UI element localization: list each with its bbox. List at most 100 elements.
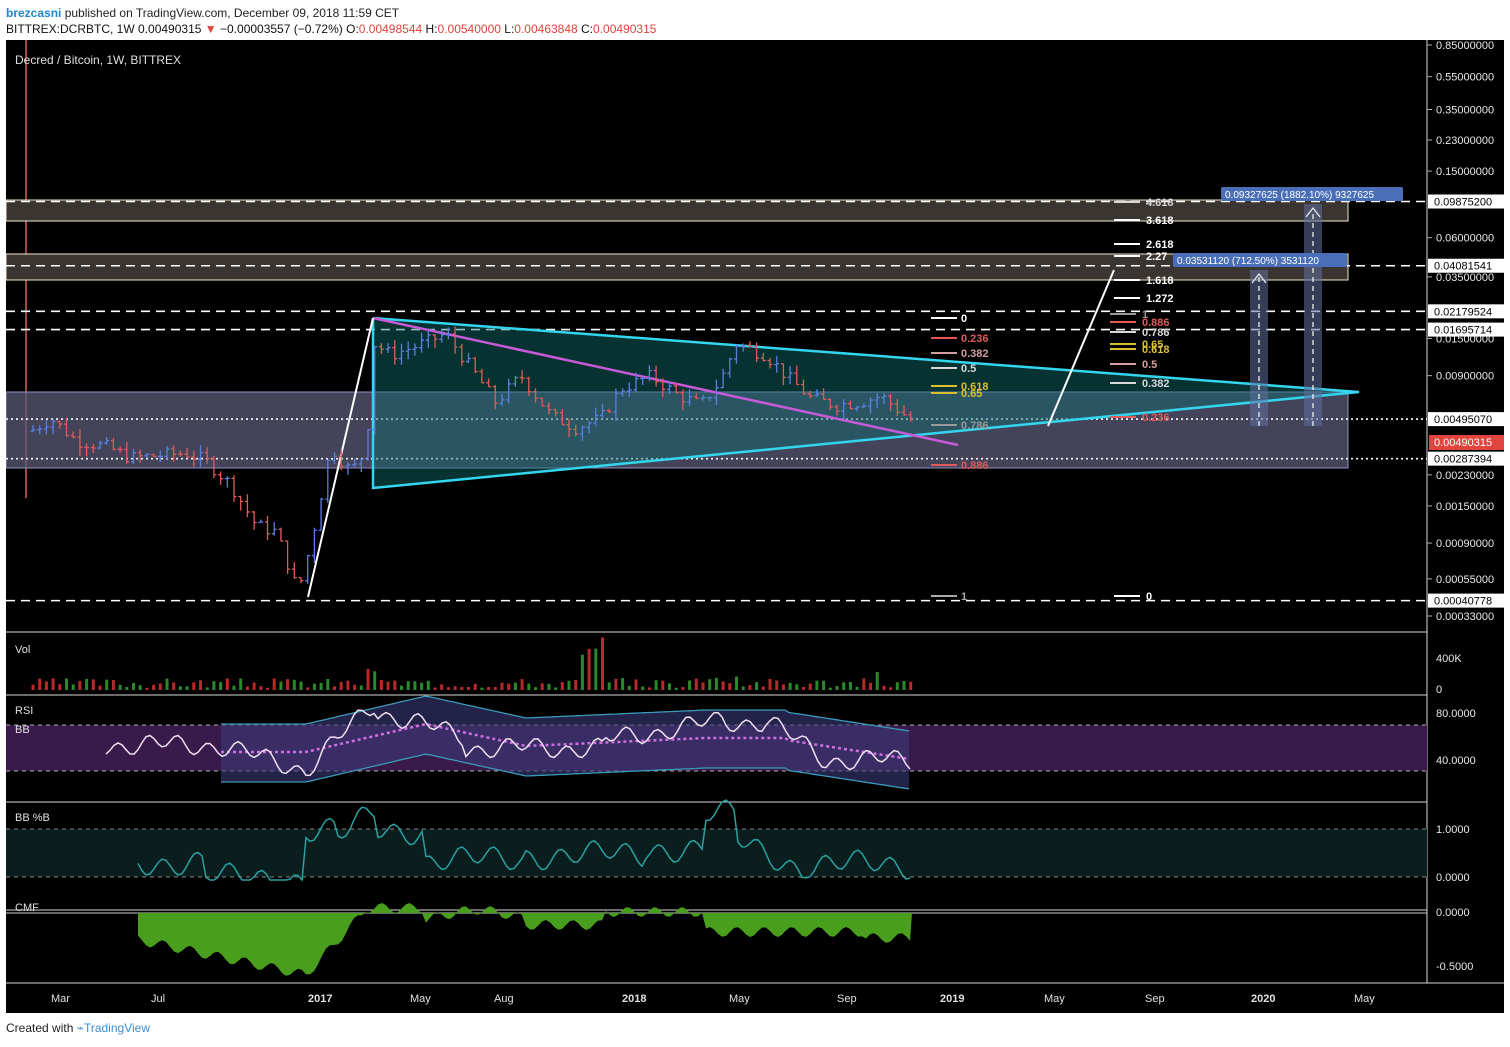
volume-bar xyxy=(875,672,879,690)
impulse-line-up[interactable] xyxy=(307,317,374,598)
fib-retracement-b-label: 0.236 xyxy=(1142,412,1170,424)
volume-bar xyxy=(735,676,738,690)
volume-bar xyxy=(266,687,269,690)
descending-trendline[interactable] xyxy=(372,316,959,447)
volume-bar xyxy=(205,687,209,690)
rsi-tick-80: 80.0000 xyxy=(1436,708,1476,720)
volume-bar xyxy=(292,679,296,690)
cmf-pane-label: CMF xyxy=(15,902,39,914)
support-zone[interactable] xyxy=(5,391,1349,469)
low-value: 0.00463848 xyxy=(514,22,578,36)
volume-bar xyxy=(446,687,450,690)
close-label: C: xyxy=(581,22,594,36)
projection-label-upper[interactable]: 0.09327625 (1882.10%) 9327625 xyxy=(1221,187,1403,201)
symmetric-triangle-fill xyxy=(373,318,1359,488)
resistance-box-lower[interactable] xyxy=(5,253,1349,281)
volume-bar xyxy=(78,681,82,690)
chart-area[interactable]: Decred / Bitcoin, 1W, BITTREX 4.618 3.618… xyxy=(5,40,1504,1013)
last-price-badge: 0.00490315 xyxy=(1429,435,1504,450)
volume-bar xyxy=(346,680,350,690)
volume-bar xyxy=(848,681,852,690)
x-axis-tick: Aug xyxy=(494,993,514,1005)
fib-retracement-a-label: 0.236 xyxy=(961,333,989,345)
projection-bar-lower[interactable] xyxy=(1250,270,1268,426)
volume-bar xyxy=(165,678,169,690)
fib-retracement-a-label: 0.65 xyxy=(961,388,982,400)
x-axis-tick: 2017 xyxy=(308,993,332,1005)
volume-bar xyxy=(152,684,156,690)
volume-bar xyxy=(808,683,812,690)
volume-bar xyxy=(842,682,846,690)
volume-bar xyxy=(480,687,484,690)
y-axis-tick: 0.00230000 xyxy=(1436,470,1494,482)
volume-bar xyxy=(31,684,35,690)
volume-bar xyxy=(607,682,611,690)
x-axis-tick: 2020 xyxy=(1251,993,1275,1005)
price-level-label: 0.00495070 xyxy=(1434,414,1492,426)
fib-extension-label: 2.27 xyxy=(1146,251,1167,263)
volume-bar xyxy=(473,683,477,690)
bbpct-pane-label: BB %B xyxy=(15,812,50,824)
volume-pane-label: Vol xyxy=(15,644,30,656)
chart-svg[interactable]: Decred / Bitcoin, 1W, BITTREX 4.618 3.618… xyxy=(5,40,1504,1013)
volume-bar xyxy=(306,687,310,690)
volume-bar xyxy=(601,637,604,690)
open-label: O: xyxy=(346,22,359,36)
volume-bar xyxy=(902,680,906,690)
tradingview-logo-icon[interactable]: ⌁ xyxy=(76,1021,84,1035)
price-level-label: 0.00287394 xyxy=(1434,454,1492,466)
fib-extension-label: 4.618 xyxy=(1146,197,1174,209)
volume-bar xyxy=(795,684,799,690)
fib-retracement-b-label: 1 xyxy=(1142,309,1148,321)
volume-bar xyxy=(641,686,645,690)
tradingview-brand[interactable]: TradingView xyxy=(83,1021,150,1035)
volume-bar xyxy=(728,683,732,690)
bbpct-line xyxy=(137,799,911,882)
fib-retracement-b-label: 0.886 xyxy=(1142,317,1170,329)
fib-extension-label: 2.618 xyxy=(1146,239,1174,251)
bbpct-tick-0: 0.0000 xyxy=(1436,872,1470,884)
symmetric-triangle-outline[interactable] xyxy=(371,316,1360,490)
volume-bar xyxy=(835,685,839,690)
price-change: −0.00003557 (−0.72%) xyxy=(220,22,343,36)
rsi-bb-basis xyxy=(221,722,910,761)
volume-bar xyxy=(433,687,437,690)
cmf-tick-0: 0.0000 xyxy=(1436,907,1470,919)
rsi-line xyxy=(105,709,911,777)
volume-bar xyxy=(822,680,826,690)
fib-retracement-b-label: 0.65 xyxy=(1142,339,1163,351)
x-axis-tick: May xyxy=(1354,993,1375,1005)
volume-bar xyxy=(286,679,290,690)
price-level-label: 0.04081541 xyxy=(1434,261,1492,273)
fib-retracement-b-label: 0.382 xyxy=(1142,378,1170,390)
projection-label-lower[interactable]: 0.03531120 (712.50%) 3531120 xyxy=(1173,253,1347,267)
fib-retracement-a-label: 0 xyxy=(961,313,967,325)
resistance-box-upper[interactable] xyxy=(5,199,1349,222)
footer: Created with ⌁TradingView xyxy=(6,1021,150,1035)
created-with-text: Created with xyxy=(6,1021,74,1035)
volume-bar xyxy=(674,687,678,690)
volume-bar xyxy=(373,671,377,690)
bb-pane-label: BB xyxy=(15,724,30,736)
projected-impulse-line[interactable] xyxy=(1047,269,1115,427)
volume-bar xyxy=(386,681,390,690)
fib-retracement-a-label: 0.618 xyxy=(961,381,989,393)
price-level-label: 0.09875200 xyxy=(1434,197,1492,209)
volume-bar xyxy=(44,681,48,690)
rsi-tick-40: 40.0000 xyxy=(1436,755,1476,767)
volume-bar xyxy=(98,685,102,690)
volume-bar xyxy=(560,682,564,690)
x-axis-tick: May xyxy=(410,993,431,1005)
volume-bar xyxy=(192,682,196,690)
volume-bar xyxy=(393,680,397,690)
volume-bar xyxy=(493,687,497,690)
publisher-username[interactable]: brezcasni xyxy=(6,6,62,20)
volume-bar xyxy=(118,684,122,690)
volume-bar xyxy=(105,679,109,690)
fib-retracement-a-label: 0.5 xyxy=(961,363,976,375)
volume-bar xyxy=(185,686,189,690)
volume-bar xyxy=(534,687,537,690)
publisher-line: brezcasni published on TradingView.com, … xyxy=(6,6,399,20)
fib-extension-label: 1.272 xyxy=(1146,293,1174,305)
volume-bar xyxy=(178,686,182,690)
